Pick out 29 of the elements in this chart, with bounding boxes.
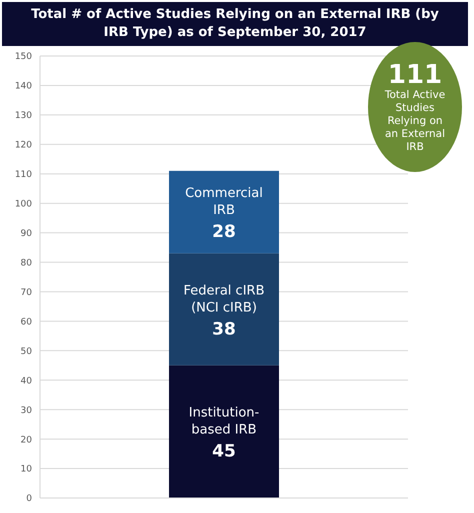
annotation: 111 — [388, 60, 442, 90]
series-label: Federal cIRB (NCI cIRB) — [183, 283, 265, 316]
bar — [169, 253, 279, 366]
y-tick-label: 90 — [20, 228, 32, 239]
data-label: 45 — [212, 442, 236, 462]
y-tick-label: 100 — [14, 200, 32, 210]
y-tick-label: 80 — [20, 258, 32, 268]
data-label: 28 — [212, 222, 236, 242]
bar — [169, 170, 279, 254]
y-tick-label: 140 — [14, 82, 32, 92]
y-tick-label: 110 — [14, 170, 32, 180]
series-label: Commercial IRB — [185, 186, 263, 218]
y-tick-label: 50 — [20, 346, 32, 357]
y-tick-label: 20 — [20, 435, 32, 446]
chart-title: Total # of Active Studies Relying on an External IRB (by IRB Type) as of September 30, 2017 — [2, 2, 468, 46]
y-tick-label: 130 — [14, 111, 32, 122]
y-tick-label: 30 — [20, 406, 32, 416]
y-tick-label: 120 — [14, 140, 32, 151]
y-tick-label: 0 — [26, 494, 32, 504]
series-label: Institution-based IRB — [188, 406, 260, 438]
y-tick-label: 70 — [20, 288, 32, 298]
y-tick-label: 60 — [20, 317, 32, 328]
y-tick-label: 10 — [20, 464, 32, 475]
annotation: Total Active Studies Relying on an External IRB — [384, 88, 446, 154]
data-label: 38 — [212, 319, 236, 340]
y-tick-label: 40 — [20, 376, 32, 386]
bar — [169, 365, 279, 498]
callout-badge: 111 Total Active Studies Relying on an External IRB — [368, 42, 462, 172]
y-tick-label: 150 — [14, 52, 32, 62]
